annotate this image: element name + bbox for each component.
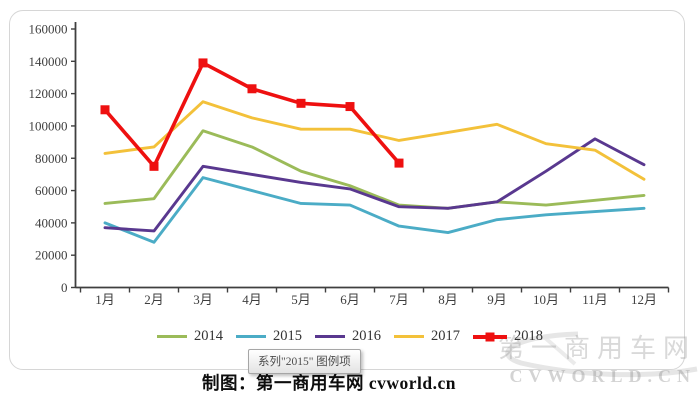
data-point-marker[interactable] — [149, 161, 159, 171]
chart-legend: 2014 2015 2016 2017 2018 — [0, 328, 700, 345]
legend-swatch-2015 — [236, 335, 266, 338]
series-line-2014[interactable] — [103, 129, 646, 210]
x-tick-label: 8月 — [438, 292, 458, 307]
legend-swatch-2017 — [394, 335, 424, 338]
legend-swatch-2014 — [157, 335, 187, 338]
x-tick-label: 10月 — [533, 292, 559, 307]
x-tick-label: 9月 — [487, 292, 507, 307]
y-tick-label: 100000 — [29, 118, 68, 133]
legend-label-2018: 2018 — [514, 328, 543, 344]
legend-label-2015: 2015 — [273, 328, 302, 344]
y-tick-label: 40000 — [35, 215, 68, 230]
legend-item-2016[interactable]: 2016 — [315, 328, 381, 345]
legend-item-2014[interactable]: 2014 — [157, 328, 223, 345]
legend-item-2017[interactable]: 2017 — [394, 328, 460, 345]
x-tick-label: 6月 — [340, 292, 360, 307]
series-line-2017[interactable] — [103, 100, 646, 181]
x-tick-label: 4月 — [242, 292, 262, 307]
x-tick-label: 11月 — [582, 292, 608, 307]
legend-item-2015[interactable]: 2015 — [236, 328, 302, 345]
series-line-2018[interactable] — [100, 58, 404, 171]
legend-swatch-2016 — [315, 335, 345, 338]
caption: 制图：第一商用车网 cvworld.cn — [202, 373, 457, 393]
y-tick-label: 60000 — [35, 183, 68, 198]
legend-label-2016: 2016 — [352, 328, 381, 344]
y-tick-label: 80000 — [35, 151, 68, 166]
legend-label-2017: 2017 — [431, 328, 460, 344]
y-tick-label: 140000 — [29, 54, 68, 69]
legend-tooltip-text: 系列"2015" 图例项 — [258, 356, 351, 368]
x-tick-label: 7月 — [389, 292, 409, 307]
series-line-2016[interactable] — [103, 137, 646, 233]
data-point-marker[interactable] — [247, 84, 257, 94]
x-tick-label: 3月 — [193, 292, 213, 307]
legend-swatch-2018 — [473, 332, 507, 341]
data-point-marker[interactable] — [394, 158, 404, 168]
y-axis: 0 20000 40000 60000 80000 100000 120000 140000 1… — [29, 22, 77, 295]
legend-label-2014: 2014 — [194, 328, 223, 344]
data-point-marker[interactable] — [296, 98, 306, 108]
data-point-marker[interactable] — [345, 102, 355, 112]
x-tick-label: 2月 — [144, 292, 164, 307]
x-tick-label: 5月 — [291, 292, 311, 307]
legend-item-2018[interactable]: 2018 — [473, 328, 543, 345]
legend-tooltip: 系列"2015" 图例项 — [248, 349, 361, 374]
x-tick-label: 12月 — [631, 292, 657, 307]
series-line-2015[interactable] — [103, 176, 646, 244]
y-tick-label: 0 — [61, 280, 68, 295]
y-tick-label: 20000 — [35, 248, 68, 263]
data-point-marker[interactable] — [198, 58, 208, 68]
legend-marker-icon — [485, 332, 495, 341]
data-point-marker[interactable] — [100, 105, 110, 115]
x-tick-label: 1月 — [95, 292, 115, 307]
x-axis: 1月 2月 3月 4月 5月 6月 7月 8月 9月 10月 11月 12月 — [75, 286, 670, 307]
y-tick-label: 120000 — [29, 86, 68, 101]
y-tick-label: 160000 — [29, 22, 68, 37]
